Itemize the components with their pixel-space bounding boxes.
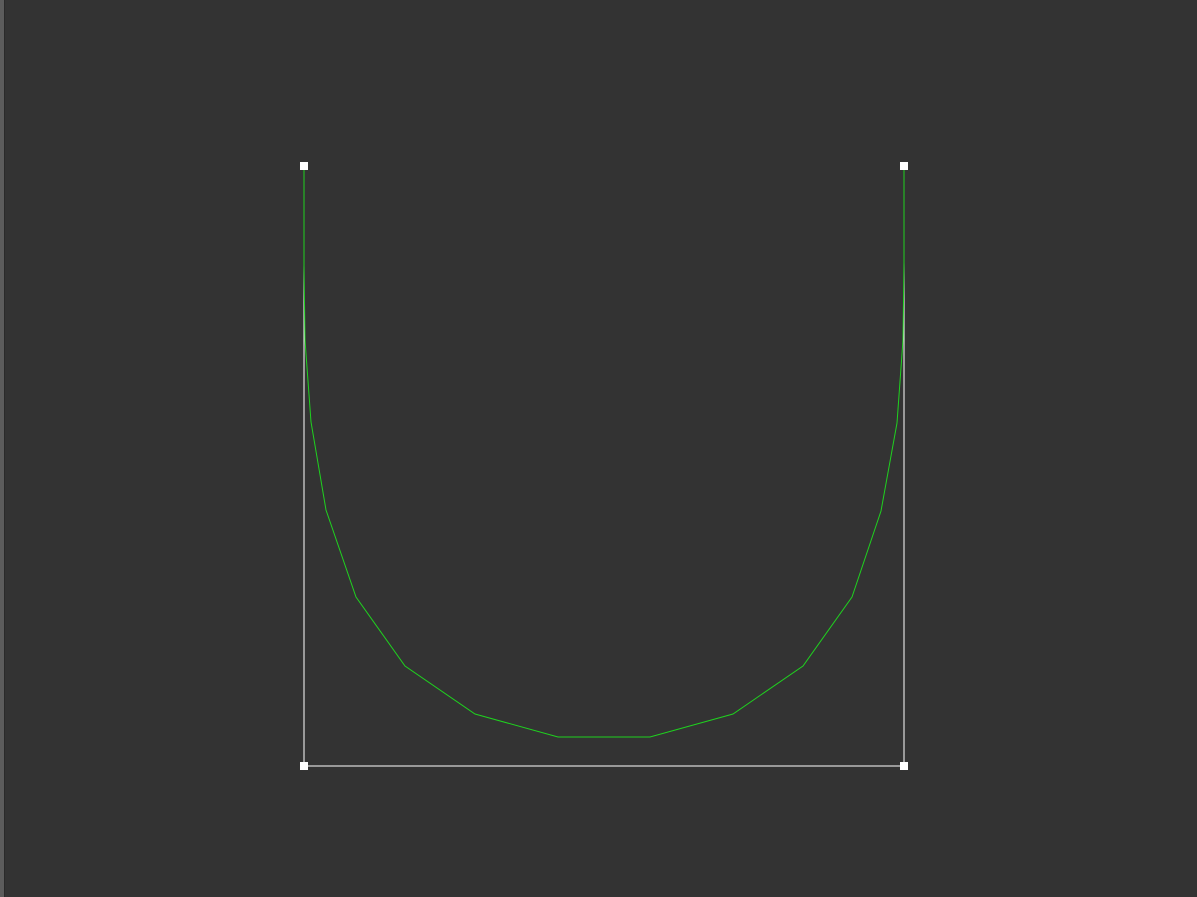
control-point-handle[interactable]	[300, 162, 308, 170]
left-panel-edge	[0, 0, 5, 897]
bezier-curve	[303, 166, 905, 738]
control-point-handle[interactable]	[300, 762, 308, 770]
control-point-handle[interactable]	[900, 762, 908, 770]
control-point-handle[interactable]	[900, 162, 908, 170]
control-polygon	[303, 166, 905, 767]
